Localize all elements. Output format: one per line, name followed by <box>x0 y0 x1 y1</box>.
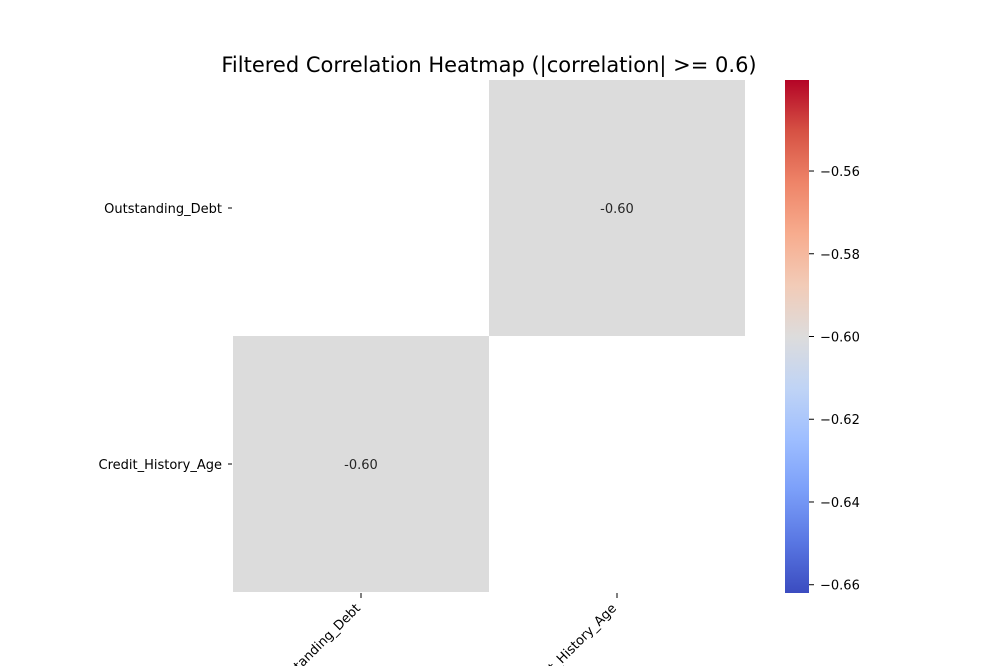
column-axis: Outstanding_Debt Credit_History_Age <box>270 593 620 666</box>
row-label-outstanding-debt: Outstanding_Debt <box>104 202 222 217</box>
colorbar-tick-label: −0.62 <box>820 413 860 428</box>
cell-value-label: -0.60 <box>344 458 378 473</box>
colorbar-tick-label: −0.56 <box>820 165 860 180</box>
cell-value-label: -0.60 <box>600 202 634 217</box>
colorbar-tick-label: −0.64 <box>820 496 860 511</box>
chart-title: Filtered Correlation Heatmap (|correlati… <box>221 53 756 78</box>
row-label-credit-history-age: Credit_History_Age <box>99 458 223 473</box>
column-label-outstanding-debt: Outstanding_Debt <box>270 601 364 666</box>
colorbar-tick-label: −0.66 <box>820 579 860 594</box>
column-label-credit-history-age: Credit_History_Age <box>522 601 620 666</box>
colorbar-tick-label: −0.60 <box>820 331 860 346</box>
heatmap-cells: -0.60 -0.60 <box>233 80 745 592</box>
colorbar: −0.56 −0.58 −0.60 −0.62 −0.64 −0.66 <box>785 80 860 594</box>
heatmap-cell-r1-c0 <box>233 336 489 592</box>
colorbar-tick-label: −0.58 <box>820 248 860 263</box>
row-axis: Outstanding_Debt Credit_History_Age <box>99 202 232 473</box>
heatmap-cell-r0-c1 <box>489 80 745 336</box>
colorbar-ticks: −0.56 −0.58 −0.60 −0.62 −0.64 −0.66 <box>809 165 860 594</box>
colorbar-gradient <box>785 80 809 593</box>
